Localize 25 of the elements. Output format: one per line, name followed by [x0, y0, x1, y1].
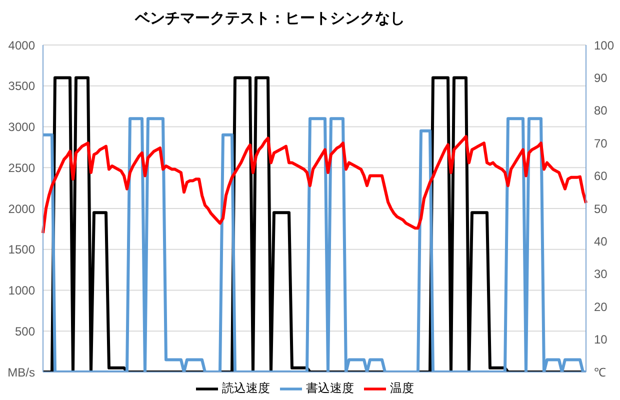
- y2-tick-label: 20: [594, 300, 608, 314]
- y2-tick-label: 30: [594, 267, 608, 282]
- y-tick-label: 1000: [8, 284, 36, 298]
- y-tick-label: MB/s: [8, 365, 35, 380]
- legend-label: 温度: [390, 381, 414, 396]
- y2-tick-label: 90: [594, 70, 608, 85]
- y-tick-label: 2000: [8, 202, 36, 216]
- line-series: [42, 135, 588, 235]
- y2-tick-label: 80: [594, 104, 608, 118]
- legend-label: 読込速度: [222, 381, 270, 396]
- y2-tick-label: 60: [594, 169, 608, 184]
- y2-tick-label: 40: [594, 234, 608, 248]
- y-tick-label: 4000: [8, 38, 36, 52]
- y-tick-label: 1500: [8, 242, 36, 257]
- y2-tick-label: 50: [594, 202, 608, 216]
- y-tick-label: 2500: [8, 160, 36, 175]
- legend-label: 書込速度: [306, 381, 354, 396]
- y-tick-label: 500: [14, 324, 36, 338]
- y2-tick-label: 10: [594, 332, 608, 347]
- y2-tick-label: 100: [594, 38, 614, 52]
- chart-title: ベンチマークテスト：ヒートシンクなし: [134, 9, 406, 28]
- y2-tick-label: ℃: [594, 365, 606, 380]
- y-tick-label: 3500: [8, 79, 36, 94]
- y-tick-label: 3000: [8, 120, 36, 134]
- y2-tick-label: 70: [594, 136, 608, 150]
